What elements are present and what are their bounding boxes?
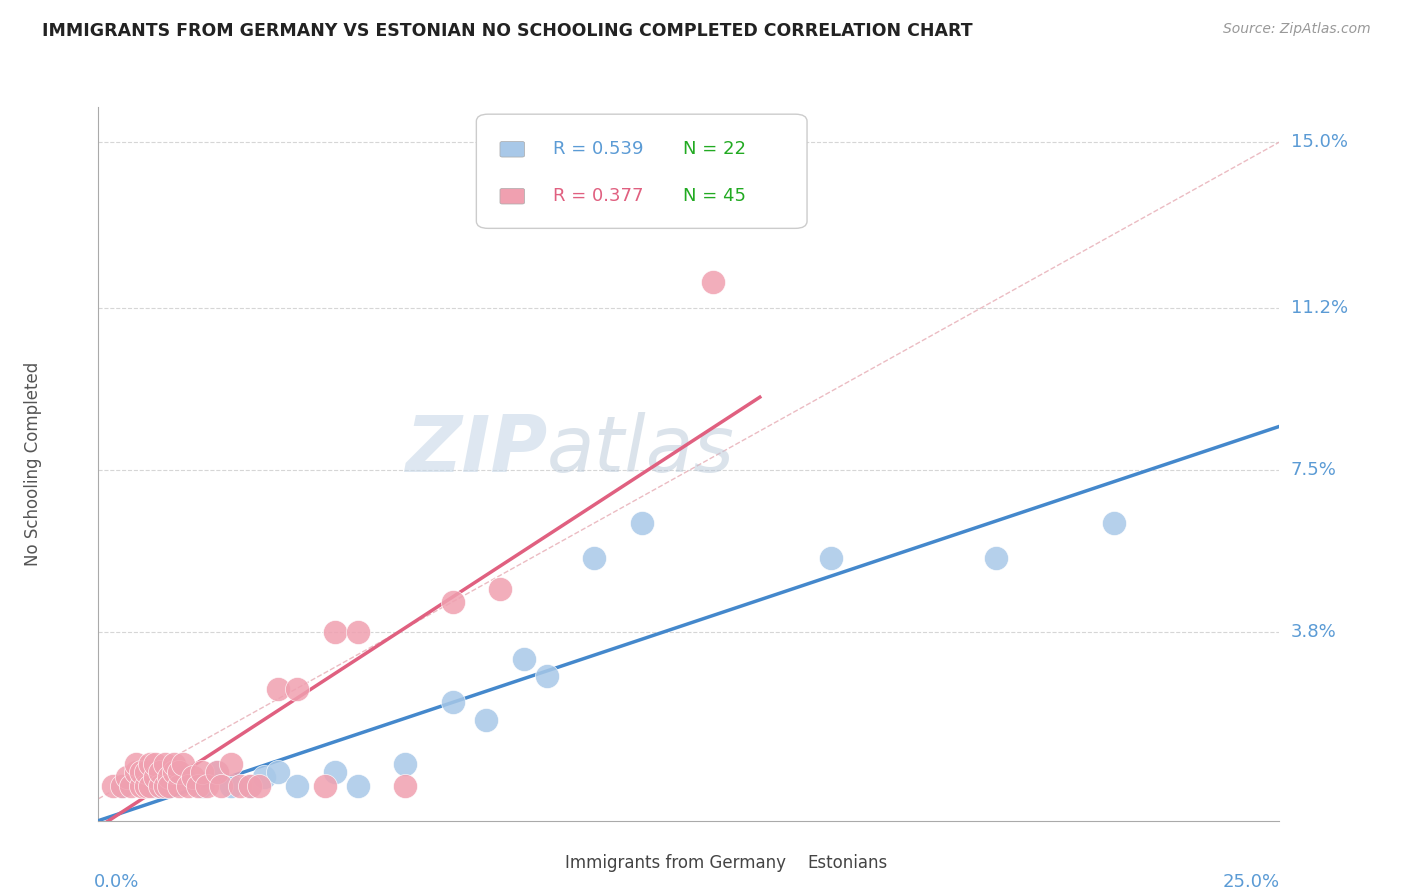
Point xyxy=(583,551,606,566)
Point xyxy=(323,625,346,640)
Point xyxy=(143,770,166,784)
Point xyxy=(630,516,652,530)
Point xyxy=(702,275,724,289)
Text: Estonians: Estonians xyxy=(807,854,887,871)
Point xyxy=(195,779,218,793)
FancyBboxPatch shape xyxy=(501,188,524,204)
Point xyxy=(239,779,262,793)
Point xyxy=(115,770,138,784)
Point xyxy=(135,765,157,780)
Point xyxy=(135,779,157,793)
Point xyxy=(239,779,262,793)
Point xyxy=(139,779,162,793)
Point xyxy=(394,756,416,771)
Point xyxy=(267,682,290,697)
Point xyxy=(157,770,180,784)
Point xyxy=(205,765,228,780)
Point xyxy=(820,551,842,566)
Point xyxy=(285,682,308,697)
Point xyxy=(167,765,190,780)
Point xyxy=(187,779,209,793)
Point xyxy=(1102,516,1125,530)
Point xyxy=(209,779,232,793)
Point xyxy=(475,713,498,727)
Point xyxy=(101,779,124,793)
Point xyxy=(229,779,252,793)
Point xyxy=(323,765,346,780)
Point xyxy=(253,770,276,784)
Point xyxy=(163,756,186,771)
Point xyxy=(143,756,166,771)
Point xyxy=(247,779,270,793)
Point xyxy=(121,779,143,793)
Point xyxy=(205,765,228,780)
Text: 25.0%: 25.0% xyxy=(1222,873,1279,891)
Point xyxy=(172,770,194,784)
Text: 3.8%: 3.8% xyxy=(1291,624,1336,641)
Point xyxy=(394,779,416,793)
Point xyxy=(285,779,308,793)
Text: N = 45: N = 45 xyxy=(683,187,747,205)
Point xyxy=(167,779,190,793)
Point xyxy=(143,779,166,793)
FancyBboxPatch shape xyxy=(501,142,524,157)
Point xyxy=(125,756,148,771)
Point xyxy=(984,551,1007,566)
Point xyxy=(191,765,214,780)
Point xyxy=(219,756,242,771)
Point xyxy=(129,779,152,793)
Text: N = 22: N = 22 xyxy=(683,140,747,158)
Point xyxy=(191,779,214,793)
Point xyxy=(153,779,176,793)
FancyBboxPatch shape xyxy=(477,114,807,228)
Point xyxy=(125,765,148,780)
Point xyxy=(149,779,172,793)
Point xyxy=(111,779,134,793)
Point xyxy=(489,582,512,596)
Point xyxy=(347,625,370,640)
Text: ZIP: ZIP xyxy=(405,411,547,488)
Text: atlas: atlas xyxy=(547,411,735,488)
Point xyxy=(163,765,186,780)
Point xyxy=(267,765,290,780)
Point xyxy=(314,779,336,793)
Point xyxy=(441,695,464,709)
Point xyxy=(172,756,194,771)
Point xyxy=(347,779,370,793)
Text: IMMIGRANTS FROM GERMANY VS ESTONIAN NO SCHOOLING COMPLETED CORRELATION CHART: IMMIGRANTS FROM GERMANY VS ESTONIAN NO S… xyxy=(42,22,973,40)
FancyBboxPatch shape xyxy=(765,855,796,871)
Text: No Schooling Completed: No Schooling Completed xyxy=(24,362,42,566)
Point xyxy=(129,765,152,780)
Text: 15.0%: 15.0% xyxy=(1291,133,1347,151)
Text: 11.2%: 11.2% xyxy=(1291,300,1348,318)
Text: R = 0.377: R = 0.377 xyxy=(553,187,644,205)
Point xyxy=(219,779,242,793)
FancyBboxPatch shape xyxy=(523,855,553,871)
Point xyxy=(149,765,172,780)
Point xyxy=(177,779,200,793)
Text: R = 0.539: R = 0.539 xyxy=(553,140,644,158)
Point xyxy=(536,669,558,683)
Text: Source: ZipAtlas.com: Source: ZipAtlas.com xyxy=(1223,22,1371,37)
Text: 7.5%: 7.5% xyxy=(1291,461,1337,479)
Point xyxy=(441,595,464,609)
Point xyxy=(153,756,176,771)
Point xyxy=(181,770,204,784)
Point xyxy=(512,651,534,665)
Text: 0.0%: 0.0% xyxy=(94,873,139,891)
Point xyxy=(111,779,134,793)
Text: Immigrants from Germany: Immigrants from Germany xyxy=(565,854,786,871)
Point xyxy=(139,756,162,771)
Point xyxy=(157,779,180,793)
